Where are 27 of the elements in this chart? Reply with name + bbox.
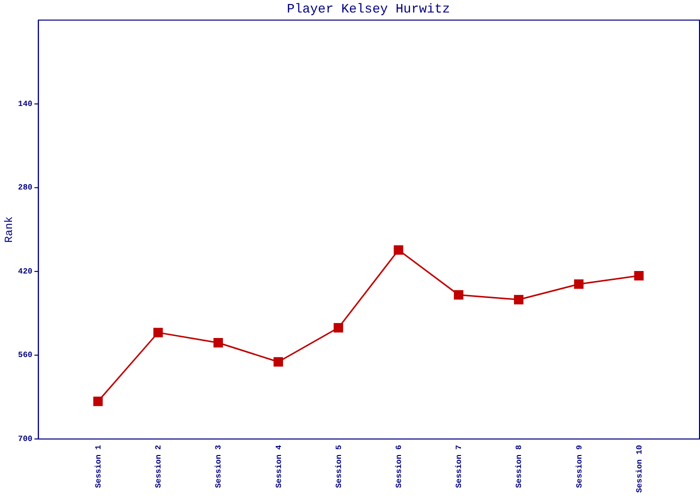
point	[454, 290, 464, 300]
x-tick-label: Session 7	[455, 444, 464, 488]
point	[634, 270, 644, 280]
point	[514, 294, 524, 304]
y-axis-title: Rank	[4, 216, 16, 243]
y-tick-label: 560	[18, 351, 33, 360]
y-tick-label: 280	[18, 184, 33, 193]
y-tick-label: 700	[18, 434, 33, 444]
point	[394, 245, 404, 255]
x-tick-label: Session 4	[274, 444, 284, 488]
point	[574, 279, 584, 289]
point	[93, 396, 103, 406]
point	[334, 323, 344, 333]
x-tick-label: Session 8	[515, 444, 524, 488]
point	[274, 357, 284, 367]
x-tick-label: Session 1	[94, 444, 104, 488]
x-tick-label: Session 9	[575, 444, 584, 488]
x-tick-label: Session 3	[214, 444, 224, 488]
point	[213, 338, 223, 348]
x-tick-label: Session 5	[334, 444, 344, 488]
chart-title: Player Kelsey Hurwitz	[286, 2, 450, 17]
point	[153, 328, 163, 338]
x-tick-label: Session 6	[394, 444, 404, 488]
x-tick-label: Session 10	[635, 444, 644, 493]
y-tick-label: 140	[18, 100, 33, 109]
y-tick-label: 420	[18, 267, 33, 276]
x-tick-label: Session 2	[154, 444, 164, 488]
